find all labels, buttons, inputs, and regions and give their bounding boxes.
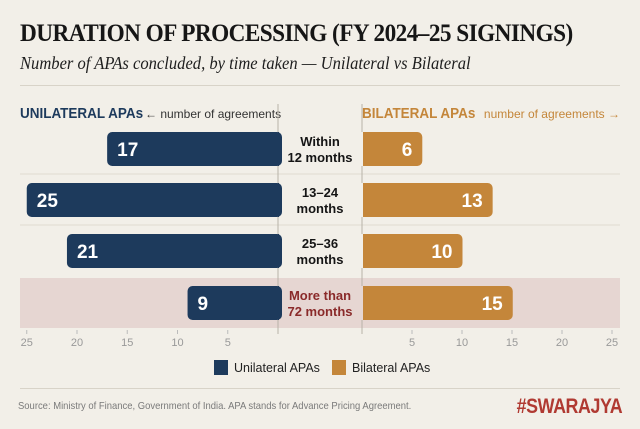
bilateral-bar-mask (358, 286, 363, 320)
right-tick-label: 10 (456, 337, 468, 349)
chart-title: DURATION OF PROCESSING (FY 2024–25 SIGNI… (20, 20, 573, 47)
bilateral-bar (358, 234, 463, 268)
legend-label-unilateral: Unilateral APAs (234, 361, 320, 375)
left-tick-label: 15 (121, 337, 133, 349)
bilateral-value-label: 13 (462, 191, 483, 212)
left-tick-label: 5 (225, 337, 231, 349)
unilateral-value-label: 25 (37, 191, 59, 212)
bilateral-bar-mask (358, 132, 363, 166)
legend-swatch-unilateral (214, 360, 228, 375)
category-label-line2: 12 months (287, 150, 352, 165)
footer-divider (20, 388, 620, 389)
category-label-line1: 13–24 (302, 185, 339, 200)
bilateral-bar-mask (358, 234, 363, 268)
unilateral-bar (66, 234, 282, 268)
bilateral-value-label: 10 (431, 242, 452, 263)
legend-swatch-bilateral (332, 360, 346, 375)
right-header: BILATERAL APAs (362, 105, 475, 122)
left-tick-label: 25 (21, 337, 33, 349)
unilateral-bar (187, 286, 282, 320)
category-label-line1: More than (289, 288, 351, 303)
bilateral-bar (358, 286, 513, 320)
unilateral-bar (107, 132, 283, 166)
unilateral-bar-edge (278, 234, 279, 268)
bilateral-bar (358, 132, 423, 166)
category-label-line2: 72 months (287, 304, 352, 319)
left-header: UNILATERAL APAs (20, 105, 143, 122)
left-tick-label: 20 (71, 337, 83, 349)
category-label-line2: months (297, 252, 344, 267)
chart-subtitle: Number of APAs concluded, by time taken … (20, 53, 471, 73)
header-divider (20, 85, 620, 86)
right-axis-label: number of agreements → (484, 107, 620, 121)
unilateral-bar-edge (278, 132, 279, 166)
bilateral-bar (358, 183, 493, 217)
unilateral-bar-edge (278, 183, 279, 217)
bilateral-value-label: 15 (482, 294, 504, 315)
source-note: Source: Ministry of Finance, Government … (18, 400, 412, 412)
unilateral-bar-edge (278, 286, 279, 320)
left-tick-label: 10 (171, 337, 183, 349)
right-tick-label: 20 (556, 337, 568, 349)
right-tick-label: 25 (606, 337, 618, 349)
category-label-line1: 25–36 (302, 236, 338, 251)
right-tick-label: 5 (409, 337, 415, 349)
category-label-line2: months (297, 201, 344, 216)
legend-label-bilateral: Bilateral APAs (352, 361, 430, 375)
bilateral-value-label: 6 (402, 140, 413, 161)
brand-logo: #SWARAJYA (516, 395, 622, 418)
left-axis-label: ← number of agreements (145, 107, 281, 121)
unilateral-value-label: 17 (117, 140, 138, 161)
category-label-line1: Within (300, 134, 340, 149)
unilateral-bar (26, 183, 282, 217)
bilateral-bar-mask (358, 183, 363, 217)
right-tick-label: 15 (506, 337, 518, 349)
highlight-band (20, 278, 620, 328)
unilateral-value-label: 9 (198, 294, 209, 315)
unilateral-value-label: 21 (77, 242, 99, 263)
